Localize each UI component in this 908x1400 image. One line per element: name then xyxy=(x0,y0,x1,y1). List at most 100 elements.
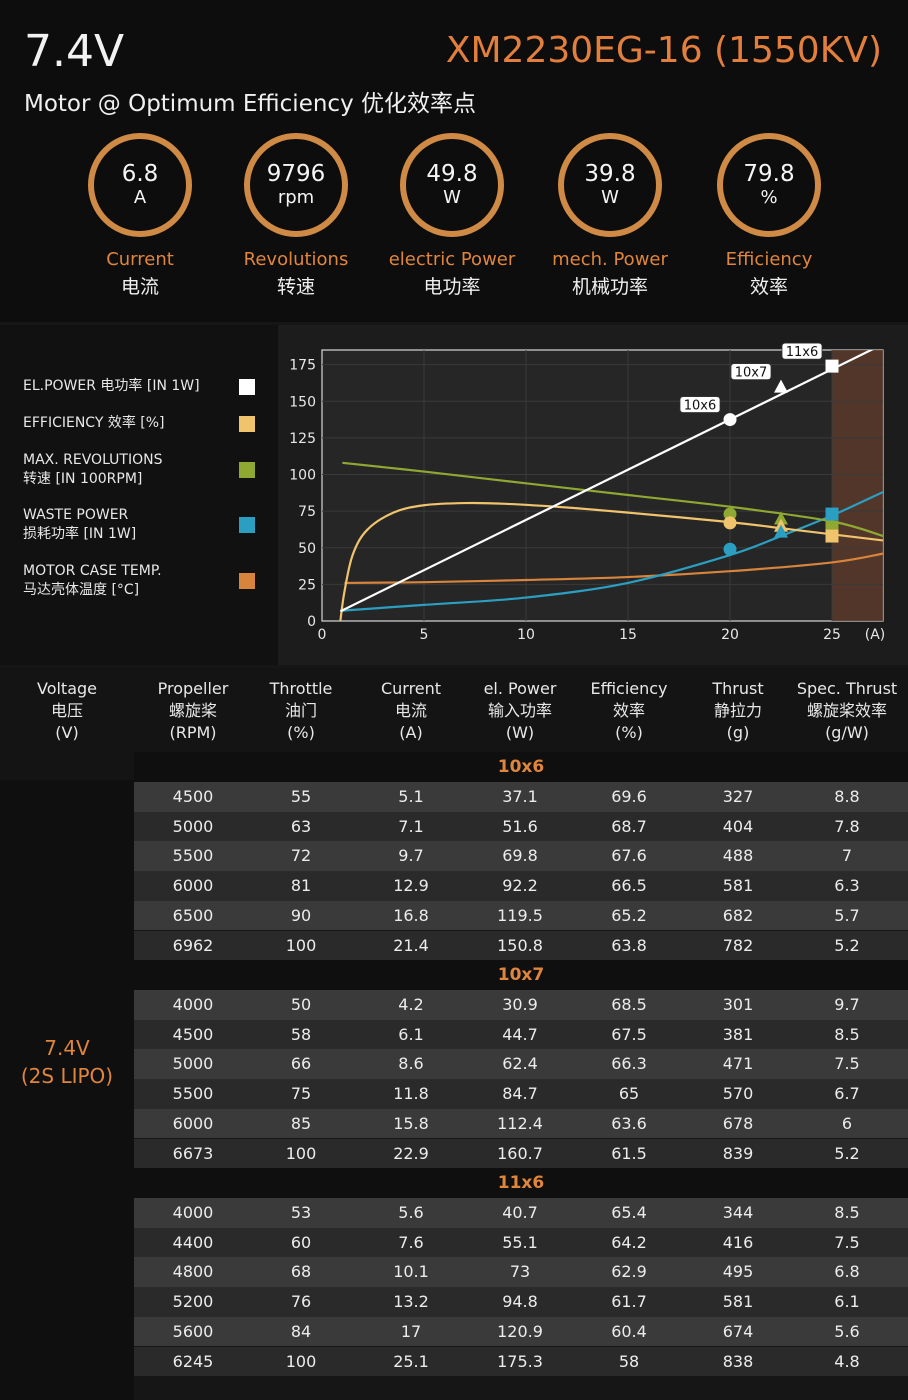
gauge-label-en: Revolutions xyxy=(243,249,349,270)
marker-10x7-triangle xyxy=(774,379,788,393)
table-cell: 67.5 xyxy=(611,1024,647,1044)
table-cell: 8.5 xyxy=(834,1024,860,1044)
table-cell: 416 xyxy=(722,1232,754,1252)
header-zh: 电流 xyxy=(394,701,427,720)
table-cell: 488 xyxy=(722,846,754,866)
table-cell: 5200 xyxy=(172,1292,214,1312)
table-cell: 55 xyxy=(290,787,312,806)
gauge-label-zh: 电功率 xyxy=(423,276,481,298)
table-cell: 68.5 xyxy=(611,995,647,1014)
chart-legend: EL.POWER 电功率 [IN 1W] EFFICIENCY 效率 [%] MAX… xyxy=(0,325,278,665)
table-cell: 13.2 xyxy=(393,1292,429,1312)
gauge-3: 49.8 W electric Power 电功率 xyxy=(372,133,532,299)
voltage-title: 7.4V xyxy=(24,26,125,77)
table-cell: 66.3 xyxy=(611,1054,647,1074)
table-row: 4400 60 7.6 55.1 64.2 416 7.5 xyxy=(134,1227,908,1258)
table-cell: 63.6 xyxy=(611,1113,647,1133)
x-axis-label: (A) xyxy=(865,627,886,643)
legend-label: EFFICIENCY 效率 [%] xyxy=(23,415,165,431)
table-row: 5000 63 7.1 51.6 68.7 404 7.8 xyxy=(134,811,908,842)
table-cell: 120.9 xyxy=(497,1321,543,1341)
table-cell: 6245 xyxy=(172,1351,214,1371)
y-tick-label: 25 xyxy=(298,577,316,593)
marker-10x6-circle xyxy=(723,413,737,427)
table-cell: 4500 xyxy=(172,1024,214,1044)
table-cell: 62.4 xyxy=(502,1054,538,1074)
x-tick-label: 25 xyxy=(823,627,841,643)
table-row: 6245 100 25.1 175.3 58 838 4.8 xyxy=(134,1346,908,1377)
header-en: Efficiency xyxy=(590,679,668,698)
legend-item-1: EL.POWER 电功率 [IN 1W] xyxy=(23,377,263,396)
table-cell: 5.6 xyxy=(834,1321,860,1341)
x-tick-label: 5 xyxy=(420,627,429,643)
marker-label-box xyxy=(781,342,823,360)
table-cell: 90 xyxy=(290,905,312,925)
table-row: 5500 72 9.7 69.8 67.6 488 7 xyxy=(134,841,908,872)
table-row: 6962 100 21.4 150.8 63.8 782 5.2 xyxy=(134,930,908,961)
gauge-ring: 49.8 W xyxy=(400,133,504,237)
table-row: 5500 75 11.8 84.7 65 570 6.7 xyxy=(134,1079,908,1109)
table-cell: 58 xyxy=(290,1024,312,1044)
marker-label-text: 10x6 xyxy=(684,399,717,414)
table-cell: 5500 xyxy=(172,846,214,866)
legend-item-5: MOTOR CASE TEMP. 马达壳体温度 [°C] xyxy=(23,562,263,600)
column-header-7: Thrust 静拉力 (g) xyxy=(678,678,798,744)
marker-label-11x6: 11x6 xyxy=(781,342,823,360)
table-row: 5600 84 17 120.9 60.4 674 5.6 xyxy=(134,1316,908,1347)
marker-11x6-square xyxy=(825,507,839,521)
table-cell: 8.5 xyxy=(834,1203,860,1222)
table-cell: 6673 xyxy=(172,1143,214,1163)
marker-label-box xyxy=(730,363,772,381)
header-zh: 静拉力 xyxy=(713,701,762,720)
x-tick-label: 20 xyxy=(721,627,739,643)
subtitle: Motor @ Optimum Efficiency 优化效率点 xyxy=(24,91,476,117)
table-cell: 8.8 xyxy=(834,787,860,806)
table-cell: 61.5 xyxy=(611,1143,647,1163)
table-cell: 60.4 xyxy=(611,1321,647,1341)
legend-swatch xyxy=(239,462,255,478)
propeller-group-10x7: 10x7 xyxy=(134,960,908,990)
table-cell: 6000 xyxy=(172,1113,214,1133)
voltage-column: 7.4V (2S LIPO) xyxy=(0,780,134,1400)
table-cell: 404 xyxy=(722,816,754,836)
propeller-group-10x6: 10x6 xyxy=(134,752,908,782)
table-cell: 327 xyxy=(722,787,754,806)
header-zh: 效率 xyxy=(612,701,645,720)
gauge-unit: W xyxy=(443,187,461,208)
table-cell: 75 xyxy=(290,1084,312,1104)
header-zh: 电压 xyxy=(50,701,83,720)
table-cell: 4800 xyxy=(172,1262,214,1282)
header-unit: (RPM) xyxy=(169,723,217,742)
legend-swatch xyxy=(239,415,255,432)
propeller-group-11x6: 11x6 xyxy=(134,1168,908,1198)
plot-area xyxy=(321,349,884,622)
y-tick-label: 100 xyxy=(289,468,316,484)
table-cell: 25.1 xyxy=(393,1351,429,1371)
table-cell: 581 xyxy=(722,1292,754,1312)
table-cell: 7.5 xyxy=(834,1054,860,1074)
gauge-label-en: electric Power xyxy=(388,249,516,270)
table-cell: 674 xyxy=(722,1321,754,1341)
table-cell: 66 xyxy=(290,1054,312,1074)
table-row: 4800 68 10.1 73 62.9 495 6.8 xyxy=(134,1257,908,1288)
gauge-1: 6.8 A Current 电流 xyxy=(60,133,220,299)
table-cell: 471 xyxy=(722,1054,754,1074)
table-cell: 9.7 xyxy=(834,995,860,1014)
table-cell: 4500 xyxy=(172,787,214,806)
table-cell: 84 xyxy=(290,1321,312,1341)
header-zh: 输入功率 xyxy=(487,701,552,720)
marker-10x7-triangle xyxy=(774,524,788,538)
header-unit: (%) xyxy=(287,723,315,742)
table-cell: 7.6 xyxy=(398,1232,424,1252)
header-zh: 螺旋桨 xyxy=(168,701,217,720)
table-cell: 37.1 xyxy=(502,787,538,806)
gauge-label-zh: 机械功率 xyxy=(571,276,648,298)
table-cell: 63 xyxy=(290,816,312,836)
header-en: Propeller xyxy=(157,679,229,698)
table-cell: 16.8 xyxy=(393,905,429,925)
marker-11x6-square xyxy=(825,359,839,373)
gauge-label-zh: 电流 xyxy=(120,276,159,298)
table-cell: 6.1 xyxy=(398,1024,424,1044)
table-cell: 5.1 xyxy=(398,787,424,806)
